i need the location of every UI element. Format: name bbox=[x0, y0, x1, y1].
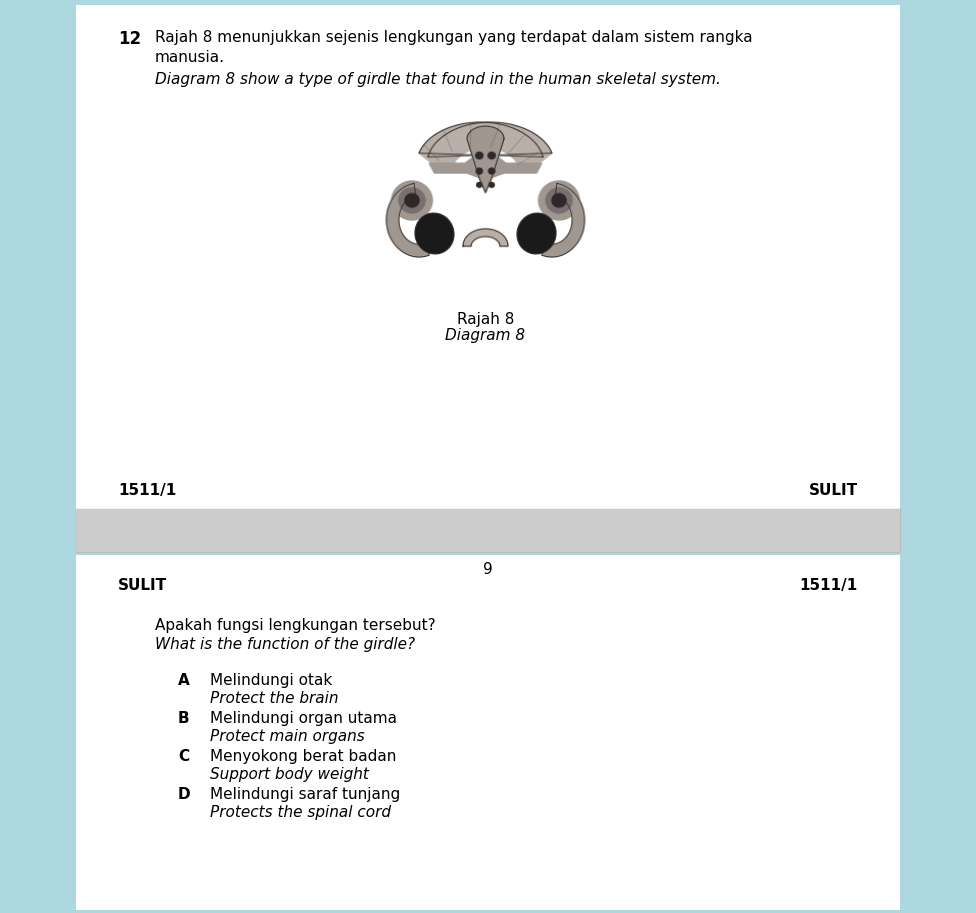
Text: D: D bbox=[178, 787, 190, 802]
FancyBboxPatch shape bbox=[76, 509, 900, 552]
Text: Protect the brain: Protect the brain bbox=[210, 691, 339, 706]
Text: Apakah fungsi lengkungan tersebut?: Apakah fungsi lengkungan tersebut? bbox=[155, 618, 435, 633]
Text: Rajah 8: Rajah 8 bbox=[457, 312, 514, 327]
Text: 1511/1: 1511/1 bbox=[799, 578, 858, 593]
Text: C: C bbox=[178, 749, 189, 764]
Text: SULIT: SULIT bbox=[809, 483, 858, 498]
Text: Diagram 8: Diagram 8 bbox=[445, 328, 525, 343]
Text: 1511/1: 1511/1 bbox=[118, 483, 177, 498]
Text: SULIT: SULIT bbox=[118, 578, 167, 593]
Text: Protect main organs: Protect main organs bbox=[210, 729, 365, 744]
Text: Support body weight: Support body weight bbox=[210, 767, 369, 782]
Text: 12: 12 bbox=[118, 30, 142, 48]
Text: Melindungi organ utama: Melindungi organ utama bbox=[210, 711, 397, 726]
FancyBboxPatch shape bbox=[76, 5, 900, 510]
Text: Menyokong berat badan: Menyokong berat badan bbox=[210, 749, 396, 764]
Text: Melindungi otak: Melindungi otak bbox=[210, 673, 332, 688]
Text: A: A bbox=[178, 673, 189, 688]
Text: What is the function of the girdle?: What is the function of the girdle? bbox=[155, 637, 415, 652]
Text: Protects the spinal cord: Protects the spinal cord bbox=[210, 805, 391, 820]
Text: Melindungi saraf tunjang: Melindungi saraf tunjang bbox=[210, 787, 400, 802]
Text: manusia.: manusia. bbox=[155, 50, 225, 65]
Text: Diagram 8 show a type of girdle that found in the human skeletal system.: Diagram 8 show a type of girdle that fou… bbox=[155, 72, 721, 87]
Text: Rajah 8 menunjukkan sejenis lengkungan yang terdapat dalam sistem rangka: Rajah 8 menunjukkan sejenis lengkungan y… bbox=[155, 30, 752, 45]
Text: B: B bbox=[178, 711, 189, 726]
FancyBboxPatch shape bbox=[76, 555, 900, 910]
Text: 9: 9 bbox=[483, 562, 493, 577]
Bar bbox=[76, 509, 900, 552]
